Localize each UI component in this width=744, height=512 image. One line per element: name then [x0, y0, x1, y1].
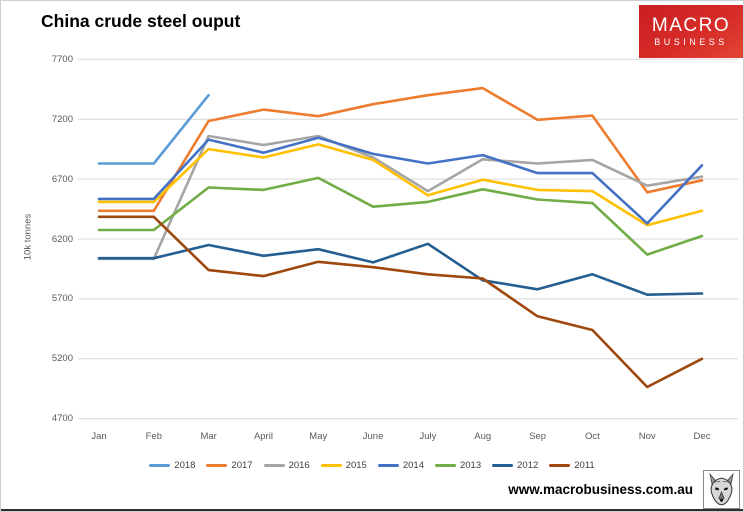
x-tick-label-jan: Jan: [91, 431, 107, 442]
logo-line2: BUSINESS: [654, 36, 728, 47]
legend-label-2017: 2017: [231, 460, 253, 471]
legend-label-2013: 2013: [459, 460, 482, 471]
legend-label-2012: 2012: [517, 460, 539, 471]
legend-item-2015: 2015: [320, 460, 367, 471]
x-tick-label-dec: Dec: [693, 431, 711, 442]
legend-swatch-2011: [549, 463, 571, 468]
legend-item-2014: 2014: [377, 460, 424, 471]
y-tick-label-7700: 7700: [51, 53, 73, 65]
chart-legend: 2018 2017 2016 2015 2014 2013 2012 2011: [1, 460, 743, 471]
page-title: China crude steel ouput: [41, 11, 241, 31]
logo-line1: MACRO: [651, 14, 731, 36]
legend-item-2018: 2018: [149, 460, 195, 471]
y-tick-label-5200: 5200: [51, 353, 73, 365]
x-tick-label-aug: Aug: [474, 431, 492, 442]
legend-swatch-2015: [320, 463, 342, 468]
y-tick-label-6700: 6700: [51, 173, 73, 185]
y-tick-label-6200: 6200: [51, 233, 73, 245]
legend-label-2011: 2011: [574, 460, 595, 471]
series-line-2015: [97, 143, 704, 227]
legend-swatch-2013: [434, 463, 456, 468]
x-tick-label-mar: Mar: [200, 431, 217, 442]
legend-swatch-2017: [206, 463, 228, 468]
x-tick-label-june: June: [362, 431, 384, 442]
y-tick-label-5700: 5700: [51, 293, 73, 305]
x-tick-label-sep: Sep: [529, 431, 546, 442]
legend-item-2016: 2016: [263, 460, 310, 471]
series-line-2012: [97, 242, 704, 297]
series-line-2018: [97, 93, 210, 165]
x-tick-label-nov: Nov: [638, 431, 656, 442]
series-line-2013: [97, 176, 704, 256]
bottom-border-line: [1, 509, 743, 511]
legend-label-2016: 2016: [288, 460, 310, 471]
legend-swatch-2018: [149, 463, 171, 468]
y-tick-label-4700: 4700: [51, 413, 73, 425]
legend-item-2011: 2011: [549, 460, 595, 471]
legend-item-2012: 2012: [492, 460, 538, 471]
series-line-2017: [97, 86, 704, 213]
legend-item-2013: 2013: [434, 460, 482, 471]
legend-swatch-2016: [263, 463, 285, 468]
legend-label-2014: 2014: [402, 460, 424, 471]
x-tick-label-feb: Feb: [145, 431, 162, 442]
legend-swatch-2012: [492, 463, 514, 468]
wolf-logo: [703, 470, 740, 509]
x-tick-label-april: April: [253, 431, 273, 442]
x-tick-label-may: May: [309, 431, 328, 442]
x-tick-label-july: July: [419, 431, 437, 442]
wolf-head-icon: [709, 473, 734, 506]
legend-swatch-2014: [377, 463, 399, 468]
footer-url: www.macrobusiness.com.au: [508, 482, 693, 497]
x-tick-label-oct: Oct: [584, 431, 600, 442]
legend-item-2017: 2017: [206, 460, 253, 471]
series-line-2011: [97, 215, 704, 389]
legend-label-2018: 2018: [174, 460, 196, 471]
series-line-2014: [97, 136, 704, 225]
macrobusiness-logo: MACRO BUSINESS: [639, 5, 743, 58]
y-tick-label-7200: 7200: [51, 113, 73, 125]
legend-label-2015: 2015: [345, 460, 367, 471]
